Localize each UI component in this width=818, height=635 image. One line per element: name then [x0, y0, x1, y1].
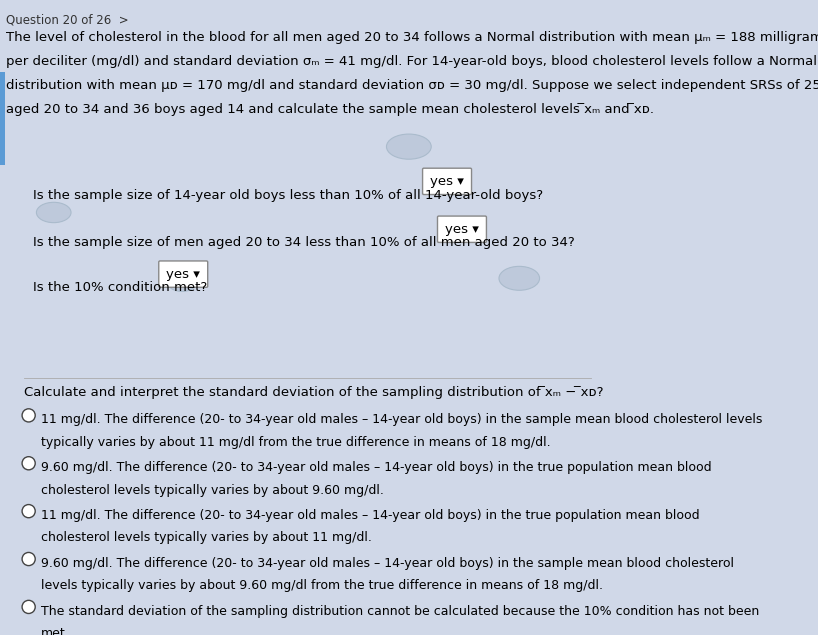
Text: yes ▾: yes ▾ — [166, 267, 200, 281]
Text: 9.60 mg/dl. The difference (20- to 34-year old males – 14-year old boys) in the : 9.60 mg/dl. The difference (20- to 34-ye… — [41, 557, 734, 570]
FancyBboxPatch shape — [159, 261, 208, 287]
Circle shape — [22, 552, 35, 566]
Ellipse shape — [168, 274, 196, 291]
Circle shape — [22, 600, 35, 613]
Text: Is the sample size of 14-year old boys less than 10% of all 14-year-old boys?: Is the sample size of 14-year old boys l… — [33, 189, 543, 201]
Text: per deciliter (mg/dl) and standard deviation σₘ = 41 mg/dl. For 14-year-old boys: per deciliter (mg/dl) and standard devia… — [6, 55, 817, 68]
FancyBboxPatch shape — [423, 168, 471, 194]
FancyBboxPatch shape — [0, 72, 6, 164]
Text: Is the sample size of men aged 20 to 34 less than 10% of all men aged 20 to 34?: Is the sample size of men aged 20 to 34 … — [33, 236, 574, 250]
Ellipse shape — [37, 203, 71, 223]
Text: typically varies by about 11 mg/dl from the true difference in means of 18 mg/dl: typically varies by about 11 mg/dl from … — [41, 436, 551, 449]
Text: 9.60 mg/dl. The difference (20- to 34-year old males – 14-year old boys) in the : 9.60 mg/dl. The difference (20- to 34-ye… — [41, 461, 711, 474]
Text: Calculate and interpret the standard deviation of the sampling distribution of ̅: Calculate and interpret the standard dev… — [24, 386, 604, 399]
FancyBboxPatch shape — [438, 216, 487, 243]
Text: cholesterol levels typically varies by about 9.60 mg/dl.: cholesterol levels typically varies by a… — [41, 484, 384, 497]
Text: The level of cholesterol in the blood for all men aged 20 to 34 follows a Normal: The level of cholesterol in the blood fo… — [6, 31, 818, 44]
Text: cholesterol levels typically varies by about 11 mg/dl.: cholesterol levels typically varies by a… — [41, 531, 371, 544]
Text: Question 20 of 26  >: Question 20 of 26 > — [6, 13, 128, 26]
Circle shape — [22, 457, 35, 470]
Text: Is the 10% condition met?: Is the 10% condition met? — [33, 281, 207, 294]
Text: 11 mg/dl. The difference (20- to 34-year old males – 14-year old boys) in the sa: 11 mg/dl. The difference (20- to 34-year… — [41, 413, 762, 426]
Circle shape — [22, 409, 35, 422]
Text: distribution with mean μᴅ = 170 mg/dl and standard deviation σᴅ = 30 mg/dl. Supp: distribution with mean μᴅ = 170 mg/dl an… — [6, 79, 818, 92]
Text: levels typically varies by about 9.60 mg/dl from the true difference in means of: levels typically varies by about 9.60 mg… — [41, 579, 603, 592]
Text: The standard deviation of the sampling distribution cannot be calculated because: The standard deviation of the sampling d… — [41, 605, 759, 617]
Circle shape — [22, 505, 35, 518]
Text: yes ▾: yes ▾ — [430, 175, 464, 188]
Ellipse shape — [499, 266, 540, 290]
Text: 11 mg/dl. The difference (20- to 34-year old males – 14-year old boys) in the tr: 11 mg/dl. The difference (20- to 34-year… — [41, 509, 699, 522]
Text: met.: met. — [41, 627, 70, 635]
Ellipse shape — [386, 134, 431, 159]
Text: yes ▾: yes ▾ — [445, 223, 479, 236]
Text: aged 20 to 34 and 36 boys aged 14 and calculate the sample mean cholesterol leve: aged 20 to 34 and 36 boys aged 14 and ca… — [6, 103, 654, 116]
